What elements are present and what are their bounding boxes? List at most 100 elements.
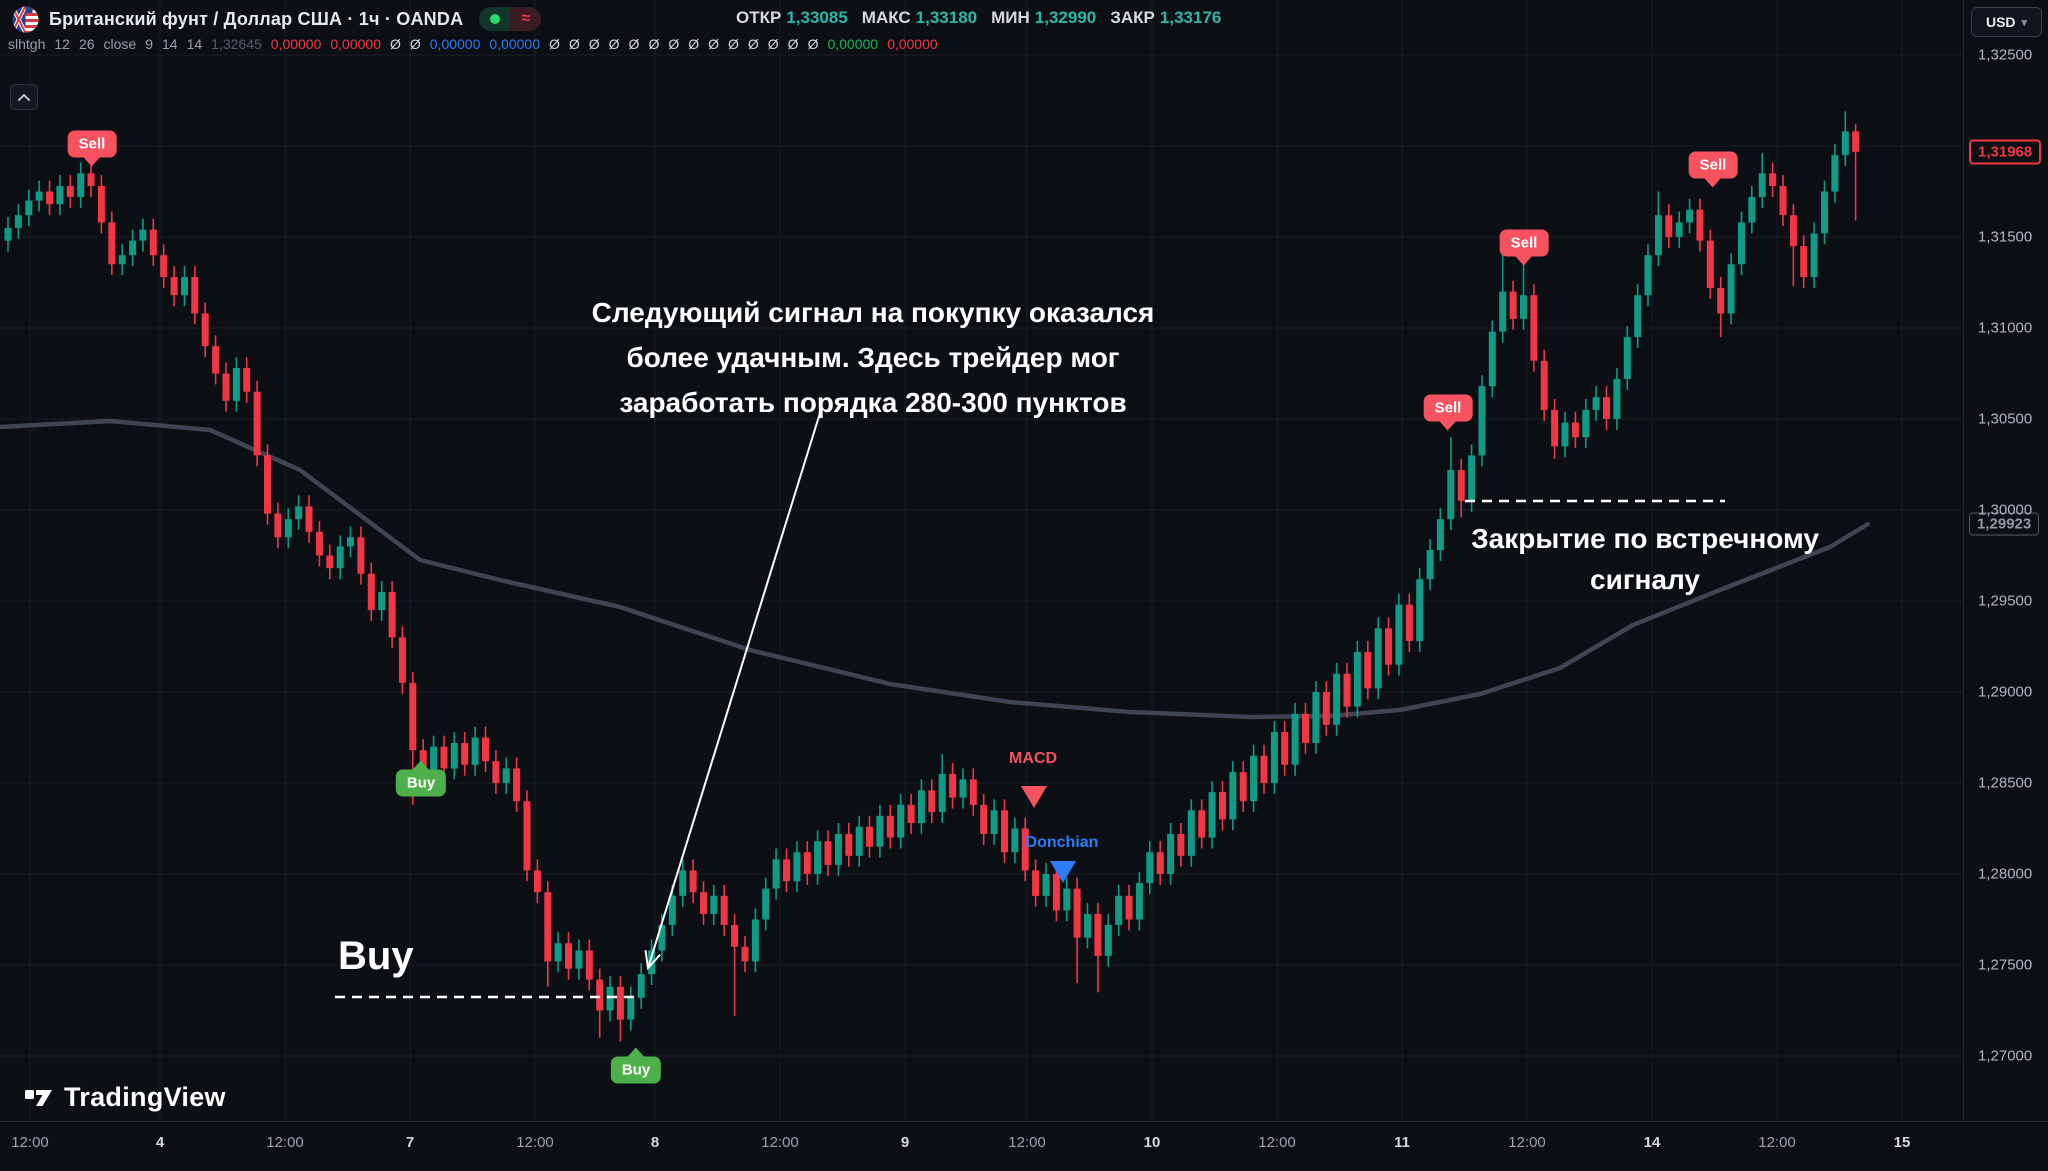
time-axis-label: 12:00 — [1008, 1134, 1046, 1151]
open-label: ОТКР — [736, 8, 782, 27]
annotation-line: заработать порядка 280-300 пунктов — [619, 387, 1127, 418]
indicator-value: 0,00000 — [330, 36, 381, 52]
time-axis-label: 8 — [650, 1134, 660, 1151]
tradingview-logo[interactable]: TradingView — [24, 1082, 226, 1113]
currency-selector-value: USD — [1985, 14, 2016, 30]
ohlc-values-row: ОТКР 1,33085 МАКС 1,33180 МИН 1,32990 ЗАКР 1… — [736, 4, 1221, 32]
indicator-value: 0,00000 — [827, 36, 879, 52]
approx-price-icon: ≈ — [521, 10, 531, 27]
chevron-up-icon — [18, 93, 30, 101]
open-value: 1,33085 — [786, 8, 848, 27]
last-price-badge: 1,31968 — [1969, 139, 2042, 165]
price-axis-label: 1,30000 — [1978, 501, 2033, 519]
currency-selector[interactable]: USD ▾ — [1971, 7, 2042, 37]
price-axis[interactable]: 1,31968 1,29923 1,32500 1,31500 1,31000 1,3… — [1963, 0, 2048, 1121]
indicator-value: Ø — [747, 36, 759, 52]
indicator-value: Ø — [688, 36, 700, 52]
indicator-value: Ø — [588, 36, 600, 52]
buy-entry-annotation[interactable]: Buy — [338, 934, 414, 978]
collapse-panel-button[interactable] — [10, 84, 38, 110]
tradingview-mark-icon — [25, 1089, 52, 1106]
indicator-value: Ø — [728, 36, 739, 52]
tradingview-logo-text: TradingView — [64, 1082, 226, 1112]
indicator-value: 14 — [162, 36, 178, 52]
price-axis-label: 1,32500 — [1978, 46, 2033, 64]
time-axis-label: 10 — [1143, 1134, 1161, 1151]
indicator-value: 14 — [186, 36, 203, 52]
time-axis-label: 9 — [900, 1134, 910, 1151]
buy-signal-badge[interactable]: Buy — [395, 769, 447, 797]
close-signal-annotation[interactable]: Закрытие по встречному сигналу — [1455, 518, 1835, 600]
annotation-line: Следующий сигнал на покупку оказался — [591, 297, 1155, 328]
high-value: 1,33180 — [915, 8, 978, 27]
indicator-value: Ø — [409, 36, 421, 52]
indicator-value: Ø — [787, 36, 799, 52]
price-axis-label: 1,31000 — [1978, 319, 2033, 337]
annotation-line: более удачным. Здесь трейдер мог — [626, 342, 1120, 373]
price-axis-label: 1,29500 — [1978, 592, 2033, 610]
indicator-value: slhtgh — [8, 36, 46, 52]
macd-signal-label: MACD — [1009, 750, 1057, 767]
time-axis-label: 7 — [405, 1134, 415, 1151]
time-axis-label: 4 — [155, 1134, 165, 1151]
indicator-value: 0,00000 — [270, 36, 322, 52]
time-axis-label: 12:00 — [1508, 1134, 1546, 1151]
sell-signal-badge[interactable]: Sell — [1688, 151, 1738, 179]
time-axis-label: 12:00 — [11, 1134, 49, 1151]
symbol-header: Британский фунт / Доллар США · 1ч · OAND… — [12, 4, 542, 34]
price-axis-label: 1,27000 — [1978, 1047, 2033, 1065]
sell-signal-badge[interactable]: Sell — [1499, 229, 1549, 257]
indicator-value: 26 — [78, 36, 95, 52]
chevron-down-icon: ▾ — [2021, 16, 2028, 29]
price-axis-label: 1,28000 — [1978, 865, 2033, 883]
close-label: ЗАКР — [1110, 8, 1155, 27]
time-axis[interactable]: 12:00 4 12:00 7 12:00 8 12:00 9 12:00 10 12:00 11 12… — [0, 1121, 2048, 1171]
price-axis-label: 1,31500 — [1978, 228, 2033, 246]
indicator-value: 0,00000 — [489, 36, 540, 52]
indicator-value: Ø — [708, 36, 719, 52]
close-note-line: Закрытие по встречному — [1471, 523, 1819, 554]
indicator-value: 0,00000 — [429, 36, 481, 52]
annotation-text-block[interactable]: Следующий сигнал на покупку оказался бол… — [512, 290, 1234, 425]
symbol-title[interactable]: Британский фунт / Доллар США · 1ч · OAND… — [49, 8, 464, 29]
price-axis-label: 1,30500 — [1978, 410, 2033, 428]
indicator-value: 9 — [145, 36, 153, 52]
indicator-value: Ø — [668, 36, 680, 52]
low-label: МИН — [991, 8, 1030, 27]
sell-signal-badge[interactable]: Sell — [1423, 394, 1473, 422]
price-axis-label: 1,29000 — [1978, 683, 2033, 701]
indicator-value: 0,00000 — [887, 36, 938, 52]
market-status-toggle[interactable]: ≈ — [479, 7, 542, 31]
market-open-dot-icon — [489, 14, 500, 24]
high-label: МАКС — [861, 8, 911, 27]
indicator-value: Ø — [389, 36, 401, 52]
low-value: 1,32990 — [1034, 8, 1097, 27]
indicator-value: Ø — [568, 36, 580, 52]
indicator-value: Ø — [648, 36, 660, 52]
indicator-value: 1,32645 — [211, 36, 262, 52]
indicator-value: Ø — [628, 36, 640, 52]
donchian-signal-label: Donchian — [1025, 834, 1099, 851]
sell-signal-badge[interactable]: Sell — [67, 130, 117, 158]
time-axis-label: 15 — [1893, 1134, 1911, 1151]
indicator-values-row[interactable]: slhtgh 12 26 close 9 14 14 1,32645 0,00000 0,0000… — [8, 33, 938, 55]
time-axis-label: 12:00 — [761, 1134, 799, 1151]
time-axis-label: 12:00 — [1258, 1134, 1296, 1151]
time-axis-label: 12:00 — [1758, 1134, 1796, 1151]
indicator-value: Ø — [548, 36, 560, 52]
time-axis-label: 12:00 — [266, 1134, 304, 1151]
indicator-value: close — [103, 36, 137, 52]
indicator-value: 12 — [54, 36, 70, 52]
ma-price-badge: 1,29923 — [1969, 512, 2040, 536]
close-note-line: сигналу — [1590, 564, 1700, 595]
buy-signal-badge[interactable]: Buy — [610, 1056, 662, 1084]
close-value: 1,33176 — [1159, 8, 1222, 27]
indicator-value: Ø — [608, 36, 620, 52]
price-axis-label: 1,28500 — [1978, 774, 2033, 792]
gbpusd-flag-icon — [12, 6, 39, 32]
time-axis-label: 12:00 — [516, 1134, 554, 1151]
indicator-value: Ø — [767, 36, 779, 52]
price-axis-label: 1,27500 — [1978, 956, 2033, 974]
